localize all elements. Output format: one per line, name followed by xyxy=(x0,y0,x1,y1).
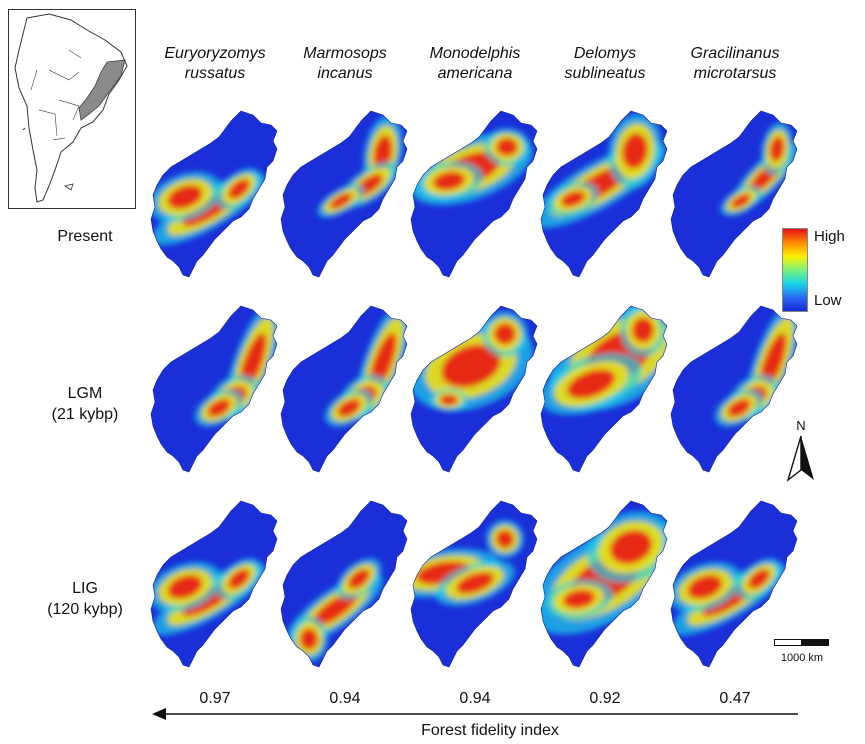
species-genus: Gracilinanus xyxy=(690,45,780,62)
suitability-map xyxy=(280,500,408,668)
fidelity-arrow xyxy=(152,708,798,720)
species-genus: Marmosops xyxy=(303,45,387,62)
suitability-map xyxy=(540,500,668,668)
inset-map xyxy=(8,9,136,209)
fidelity-value: 0.97 xyxy=(199,690,231,707)
species-epithet: sublineatus xyxy=(564,65,646,82)
suitability-map xyxy=(280,110,408,278)
row-label: LGM (21 kybp) xyxy=(20,383,150,425)
row-label-period: LGM xyxy=(67,385,103,402)
species-epithet: microtarsus xyxy=(693,65,777,82)
legend-high-label: High xyxy=(814,228,845,245)
suitability-map xyxy=(670,500,798,668)
fidelity-value: 0.92 xyxy=(589,690,621,707)
north-label: N xyxy=(796,418,806,433)
suitability-map xyxy=(540,305,668,473)
legend-low-label: Low xyxy=(814,292,842,309)
suitability-map xyxy=(410,110,538,278)
suitability-map xyxy=(150,500,278,668)
suitability-map xyxy=(150,305,278,473)
fidelity-value: 0.94 xyxy=(459,690,491,707)
row-label-period: Present xyxy=(57,228,113,245)
species-header: Monodelphis americana xyxy=(400,44,550,84)
suitability-map xyxy=(150,110,278,278)
species-epithet: russatus xyxy=(184,65,246,82)
south-america-outline xyxy=(14,13,128,203)
suitability-map xyxy=(280,305,408,473)
species-header: Marmosops incanus xyxy=(270,44,420,84)
suitability-map xyxy=(670,305,798,473)
fidelity-value: 0.47 xyxy=(719,690,751,707)
species-header: Delomys sublineatus xyxy=(530,44,680,84)
north-arrow-icon xyxy=(786,435,814,482)
north-arrow: N xyxy=(786,418,816,484)
scale-bar-label: 1000 km xyxy=(780,652,824,664)
row-label-period: LIG xyxy=(72,580,98,597)
species-epithet: americana xyxy=(437,65,513,82)
row-label: LIG (120 kybp) xyxy=(20,578,150,620)
scale-bar-graphic xyxy=(774,639,829,646)
suitability-map xyxy=(670,110,798,278)
suitability-map xyxy=(540,110,668,278)
species-genus: Monodelphis xyxy=(429,45,521,62)
species-genus: Delomys xyxy=(573,45,637,62)
species-genus: Euryoryzomys xyxy=(164,45,266,62)
scale-bar: 1000 km xyxy=(774,634,834,664)
species-header: Euryoryzomys russatus xyxy=(140,44,290,84)
row-label: Present xyxy=(20,226,150,247)
axis-label: Forest fidelity index xyxy=(421,722,559,739)
fidelity-value: 0.94 xyxy=(329,690,361,707)
row-label-age: (120 kybp) xyxy=(47,601,123,618)
suitability-map xyxy=(410,500,538,668)
row-label-age: (21 kybp) xyxy=(51,406,119,423)
suitability-map xyxy=(410,305,538,473)
species-epithet: incanus xyxy=(317,65,373,82)
legend-color-bar xyxy=(782,228,808,312)
species-header: Gracilinanus microtarsus xyxy=(660,44,810,84)
